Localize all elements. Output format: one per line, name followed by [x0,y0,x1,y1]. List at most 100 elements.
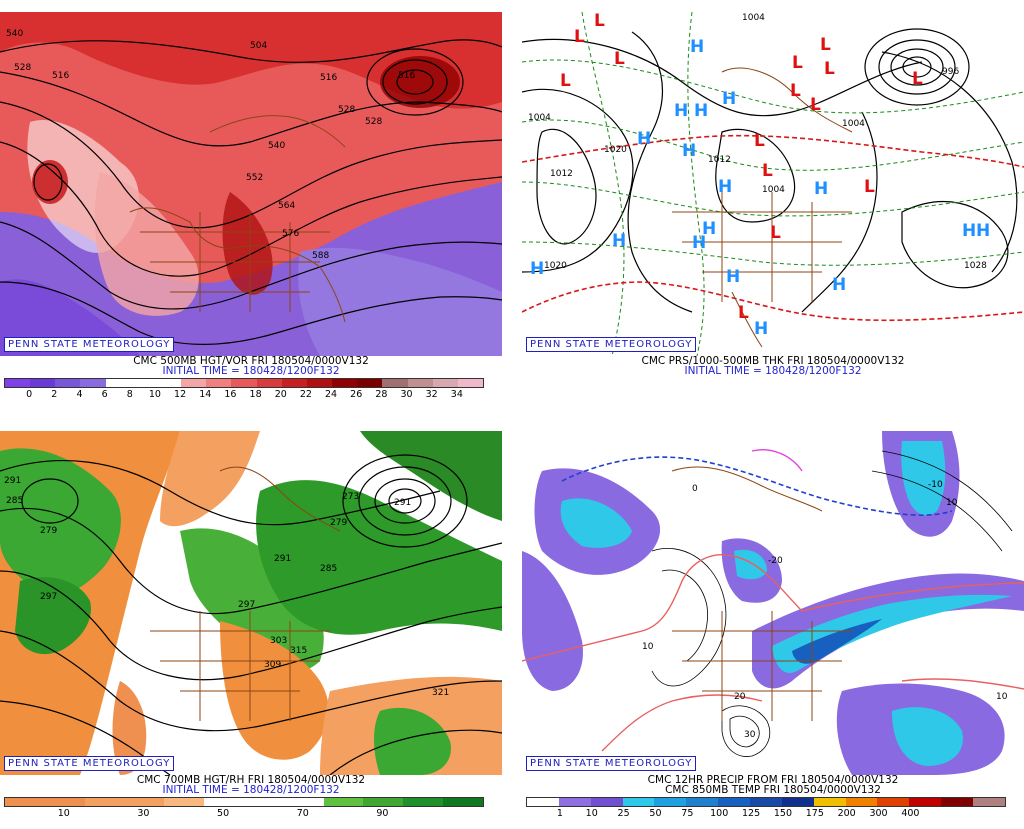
contour-label: 540 [268,141,285,151]
color-scale-bar [4,378,484,388]
low-pressure-label: L [738,303,749,323]
low-pressure-label: L [790,81,801,101]
temperature-label: 0 [692,484,698,494]
scale-tick-label: 30 [400,389,413,400]
scale-swatch [877,798,910,806]
scale-swatch [813,798,846,806]
contour-label: 291 [4,476,21,486]
scale-swatch [30,379,56,387]
scale-swatch [243,798,284,806]
scale-swatch [457,379,483,387]
scale-swatch [432,379,458,387]
scale-swatch [750,798,782,806]
credit-label: PENN STATE METEOROLOGY [4,337,175,352]
scale-tick-label: 14 [199,389,212,400]
chart-caption: CMC 12HR PRECIP FROM FRI 180504/0000V132 [647,774,899,786]
scale-swatch [281,379,307,387]
scale-swatch [909,798,942,806]
panel-pressure-thickness: H H H H H H H H H H H H H H H H H L L [522,0,1024,410]
scale-swatch [55,379,81,387]
scale-tick-label: 70 [296,808,309,819]
isobar-label: 996 [942,67,959,77]
contour-label: 552 [246,173,263,183]
scale-tick-label: 200 [837,808,856,819]
temperature-label: 10 [946,498,958,508]
scale-swatch [686,798,719,806]
temperature-label: 10 [642,642,654,652]
low-pressure-label: L [574,27,585,47]
scale-swatch [124,798,165,806]
contour-label: 273 [342,492,359,502]
scale-tick-label: 175 [805,808,824,819]
color-scale-labels: 1 10 25 50 75 100 125 150 175 200 300 400 [526,808,1004,820]
scale-swatch [204,798,244,806]
credit-label: PENN STATE METEOROLOGY [4,756,175,771]
scale-tick-label: 50 [649,808,662,819]
color-scale-bar [526,797,1006,807]
contour-label: 516 [398,71,415,81]
scale-swatch [256,379,282,387]
high-pressure-label: H [722,89,736,109]
scale-tick-label: 26 [350,389,363,400]
contour-label: 291 [394,498,411,508]
humidity-map-graphic: 291 285 279 297 291 273 279 285 291 297 … [0,431,502,775]
contour-label: 309 [264,660,281,670]
temperature-label: 10 [996,692,1008,702]
scale-swatch [5,798,45,806]
scale-tick-label: 1 [556,808,563,819]
map-pressure-thickness: H H H H H H H H H H H H H H H H H L L [522,12,1024,356]
low-pressure-label: L [824,59,835,79]
scale-tick-label: 4 [76,389,83,400]
low-pressure-label: L [560,71,571,91]
low-pressure-label: L [912,69,923,89]
scale-tick-label: 100 [710,808,729,819]
scale-tick-label: 18 [249,389,262,400]
scale-tick-label: 22 [299,389,312,400]
contour-label: 528 [14,63,31,73]
high-pressure-label: H [832,275,846,295]
high-pressure-label: H [702,219,716,239]
scale-tick-label: 34 [450,389,463,400]
scale-swatch [781,798,814,806]
contour-label: 528 [338,105,355,115]
scale-swatch [323,798,364,806]
scale-tick-label: 300 [869,808,888,819]
scale-tick-label: 125 [741,808,761,819]
scale-swatch [973,798,1005,806]
contour-label: 588 [312,251,329,261]
contour-label: 297 [40,592,57,602]
high-pressure-label: H [754,319,768,339]
temperature-label: 30 [744,730,756,740]
scale-tick-label: 75 [681,808,694,819]
high-pressure-label: H [726,267,740,287]
scale-tick-label: 24 [325,389,338,400]
scale-swatch [654,798,687,806]
scale-swatch [357,379,383,387]
scale-tick-label: 28 [375,389,388,400]
low-pressure-label: L [594,12,605,31]
high-pressure-label: H [976,221,990,241]
isobar-label: 1012 [550,169,573,179]
scale-swatch [845,798,878,806]
scale-tick-label: 2 [51,389,58,400]
isobar-label: 1012 [708,155,731,165]
low-pressure-label: L [770,223,781,243]
scale-tick-label: 150 [773,808,792,819]
temperature-label: -10 [928,480,943,490]
scale-swatch [231,379,257,387]
high-pressure-label: H [682,141,696,161]
scale-swatch [164,798,205,806]
precip-map-graphic: 10 0 -10 -20 10 20 30 10 [522,431,1024,775]
credit-label: PENN STATE METEOROLOGY [526,756,697,771]
scale-swatch [403,798,444,806]
scale-swatch [941,798,974,806]
isobar-label: 1004 [842,119,865,129]
scale-swatch [181,379,207,387]
scale-tick-label: 30 [137,808,150,819]
credit-label: PENN STATE METEOROLOGY [526,337,697,352]
init-time-caption: INITIAL TIME = 180428/1200F132 [162,784,340,796]
high-pressure-label: H [814,179,828,199]
contour-label: 516 [320,73,337,83]
map-precip-850mb-temp: 10 0 -10 -20 10 20 30 10 [522,431,1024,775]
scale-swatch [527,798,559,806]
